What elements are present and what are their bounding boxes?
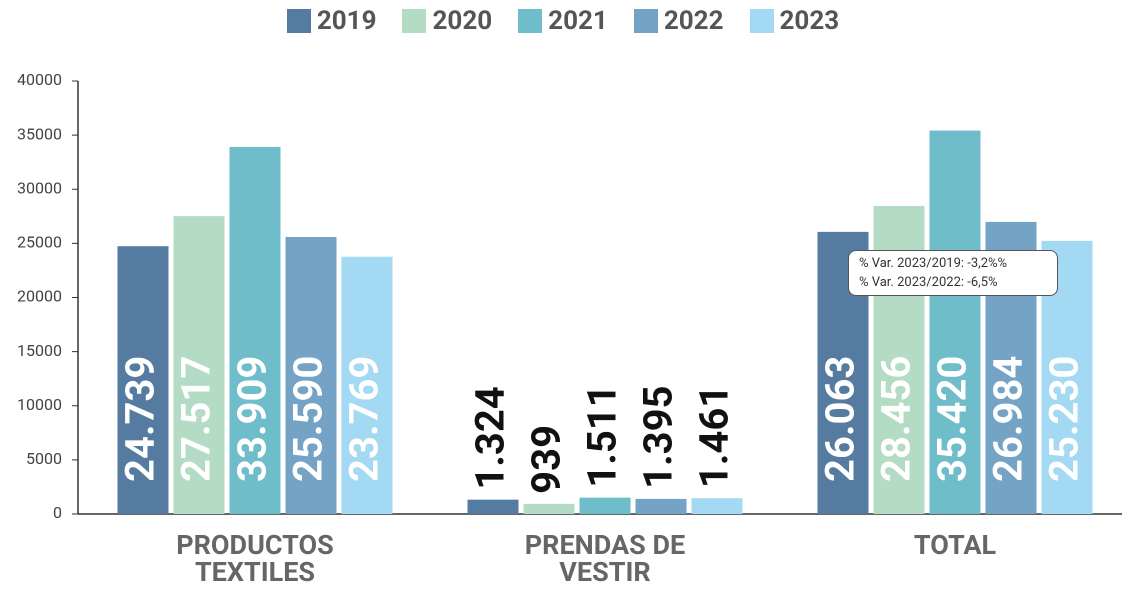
y-tick-label: 10000 [17,395,62,414]
value-label: 1.461 [691,385,738,488]
y-tick-label: 40000 [17,70,62,89]
legend-label: 2020 [432,6,493,36]
y-tick-label: 15000 [17,341,62,360]
legend-item: 2021 [518,6,608,36]
legend-label: 2023 [779,6,840,36]
annotation: % Var. 2023/2022: -6,5% [859,275,998,290]
value-label: 35.420 [929,356,976,482]
bar [635,498,687,514]
bar [467,499,519,514]
legend-item: 2020 [402,6,492,36]
value-label: 26.063 [817,356,864,482]
legend: 2019 2020 2021 2022 2023 [0,6,1126,36]
value-label: 28.456 [873,356,920,482]
y-tick-label: 35000 [17,124,62,143]
bar [117,246,169,514]
value-label: 27.517 [173,356,220,482]
legend-label: 2019 [316,6,377,36]
bar [579,497,631,514]
value-label: 26.984 [985,356,1032,482]
y-tick-label: 20000 [17,287,62,306]
annotation: % Var. 2023/2019: -3,2%% [859,256,1008,271]
value-label: 25.590 [285,356,332,482]
annotation-box: % Var. 2023/2019: -3,2%% % Var. 2023/202… [848,250,1058,296]
bar [691,498,743,514]
value-label: 25.230 [1041,356,1088,482]
y-tick-label: 30000 [17,178,62,197]
value-label: 23.769 [341,356,388,482]
bar [929,130,981,515]
legend-item: 2022 [633,6,724,36]
legend-swatch [402,9,427,33]
value-label: 24.739 [117,356,164,482]
legend-label: 2021 [548,6,608,36]
x-tick-label: PRODUCTOS TEXTILES [176,529,334,588]
legend-swatch [518,9,543,33]
value-label: 1.395 [635,385,682,488]
bar [523,503,575,514]
legend-swatch [749,9,774,33]
x-tick-label: TOTAL [913,529,997,561]
bar [173,216,225,514]
y-tick-label: 25000 [17,233,62,252]
value-label: 1.324 [467,386,514,489]
y-tick-label: 0 [53,503,62,522]
value-label: 33.909 [229,356,276,482]
value-label: 1.511 [579,384,626,487]
legend-item: 2019 [286,6,377,36]
y-tick-label: 5000 [26,449,62,468]
legend-item: 2023 [749,6,840,36]
bar [341,256,393,514]
legend-swatch [286,9,311,33]
bar [285,236,337,514]
legend-label: 2022 [663,6,724,36]
bar [229,146,281,515]
legend-swatch [633,9,658,33]
value-label: 939 [523,425,570,494]
x-tick-label: PRENDAS DE VESTIR [524,529,686,588]
